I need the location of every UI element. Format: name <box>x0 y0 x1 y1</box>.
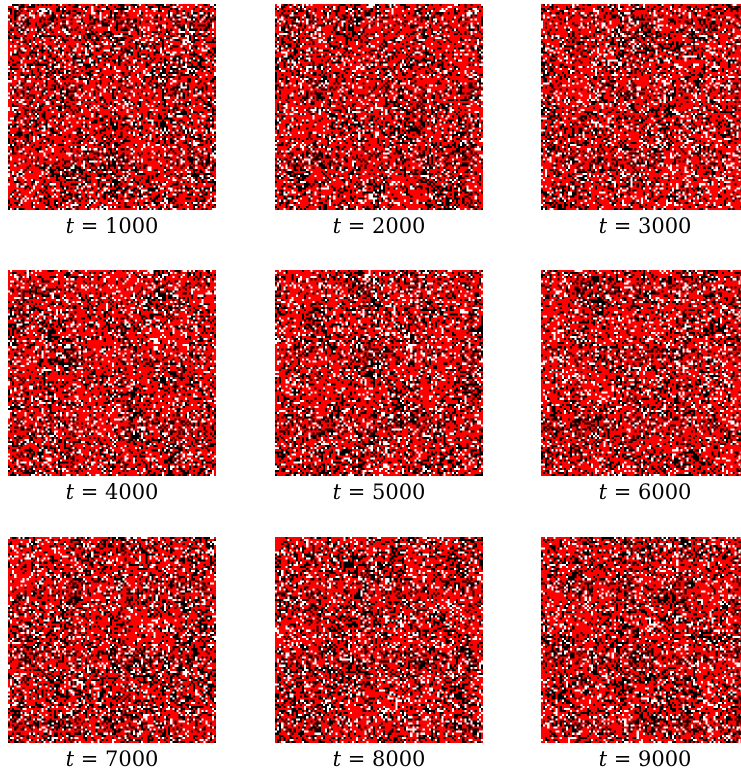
time-value: 8000 <box>371 747 426 771</box>
panel-t4000: t = 4000 <box>8 270 216 514</box>
time-variable: t <box>65 214 75 238</box>
time-value: 7000 <box>104 747 159 771</box>
panel-t2000: t = 2000 <box>275 4 483 248</box>
time-value: 5000 <box>371 480 426 504</box>
time-variable: t <box>598 480 608 504</box>
panel-t5000: t = 5000 <box>275 270 483 514</box>
time-variable: t <box>332 747 342 771</box>
panel-t6000: t = 6000 <box>541 270 741 514</box>
panel-t1000: t = 1000 <box>8 4 216 248</box>
panel-caption: t = 3000 <box>541 213 741 239</box>
panel-caption: t = 8000 <box>275 746 483 772</box>
time-variable: t <box>598 214 608 238</box>
lattice-snapshot <box>275 4 483 210</box>
panel-t8000: t = 8000 <box>275 537 483 781</box>
equals-sign: = <box>74 480 105 504</box>
time-value: 4000 <box>104 480 159 504</box>
time-value: 2000 <box>371 214 426 238</box>
time-value: 9000 <box>637 747 692 771</box>
time-variable: t <box>332 480 342 504</box>
time-variable: t <box>332 214 342 238</box>
time-value: 1000 <box>104 214 159 238</box>
panel-caption: t = 6000 <box>541 479 741 505</box>
panel-caption: t = 2000 <box>275 213 483 239</box>
equals-sign: = <box>74 214 105 238</box>
lattice-snapshot <box>8 270 216 476</box>
time-variable: t <box>65 480 75 504</box>
time-value: 6000 <box>637 480 692 504</box>
lattice-snapshot <box>541 4 741 210</box>
equals-sign: = <box>341 747 372 771</box>
lattice-snapshot <box>541 537 741 743</box>
panel-caption: t = 9000 <box>541 746 741 772</box>
panel-caption: t = 5000 <box>275 479 483 505</box>
panel-t7000: t = 7000 <box>8 537 216 781</box>
equals-sign: = <box>341 214 372 238</box>
panel-t9000: t = 9000 <box>541 537 741 781</box>
equals-sign: = <box>74 747 105 771</box>
lattice-snapshot <box>8 4 216 210</box>
panel-caption: t = 4000 <box>8 479 216 505</box>
time-variable: t <box>65 747 75 771</box>
panel-t3000: t = 3000 <box>541 4 741 248</box>
panel-caption: t = 1000 <box>8 213 216 239</box>
time-value: 3000 <box>637 214 692 238</box>
lattice-snapshot <box>275 270 483 476</box>
equals-sign: = <box>607 480 638 504</box>
equals-sign: = <box>607 214 638 238</box>
time-variable: t <box>598 747 608 771</box>
lattice-snapshot <box>8 537 216 743</box>
panel-caption: t = 7000 <box>8 746 216 772</box>
lattice-snapshot <box>275 537 483 743</box>
equals-sign: = <box>607 747 638 771</box>
lattice-snapshot <box>541 270 741 476</box>
equals-sign: = <box>341 480 372 504</box>
